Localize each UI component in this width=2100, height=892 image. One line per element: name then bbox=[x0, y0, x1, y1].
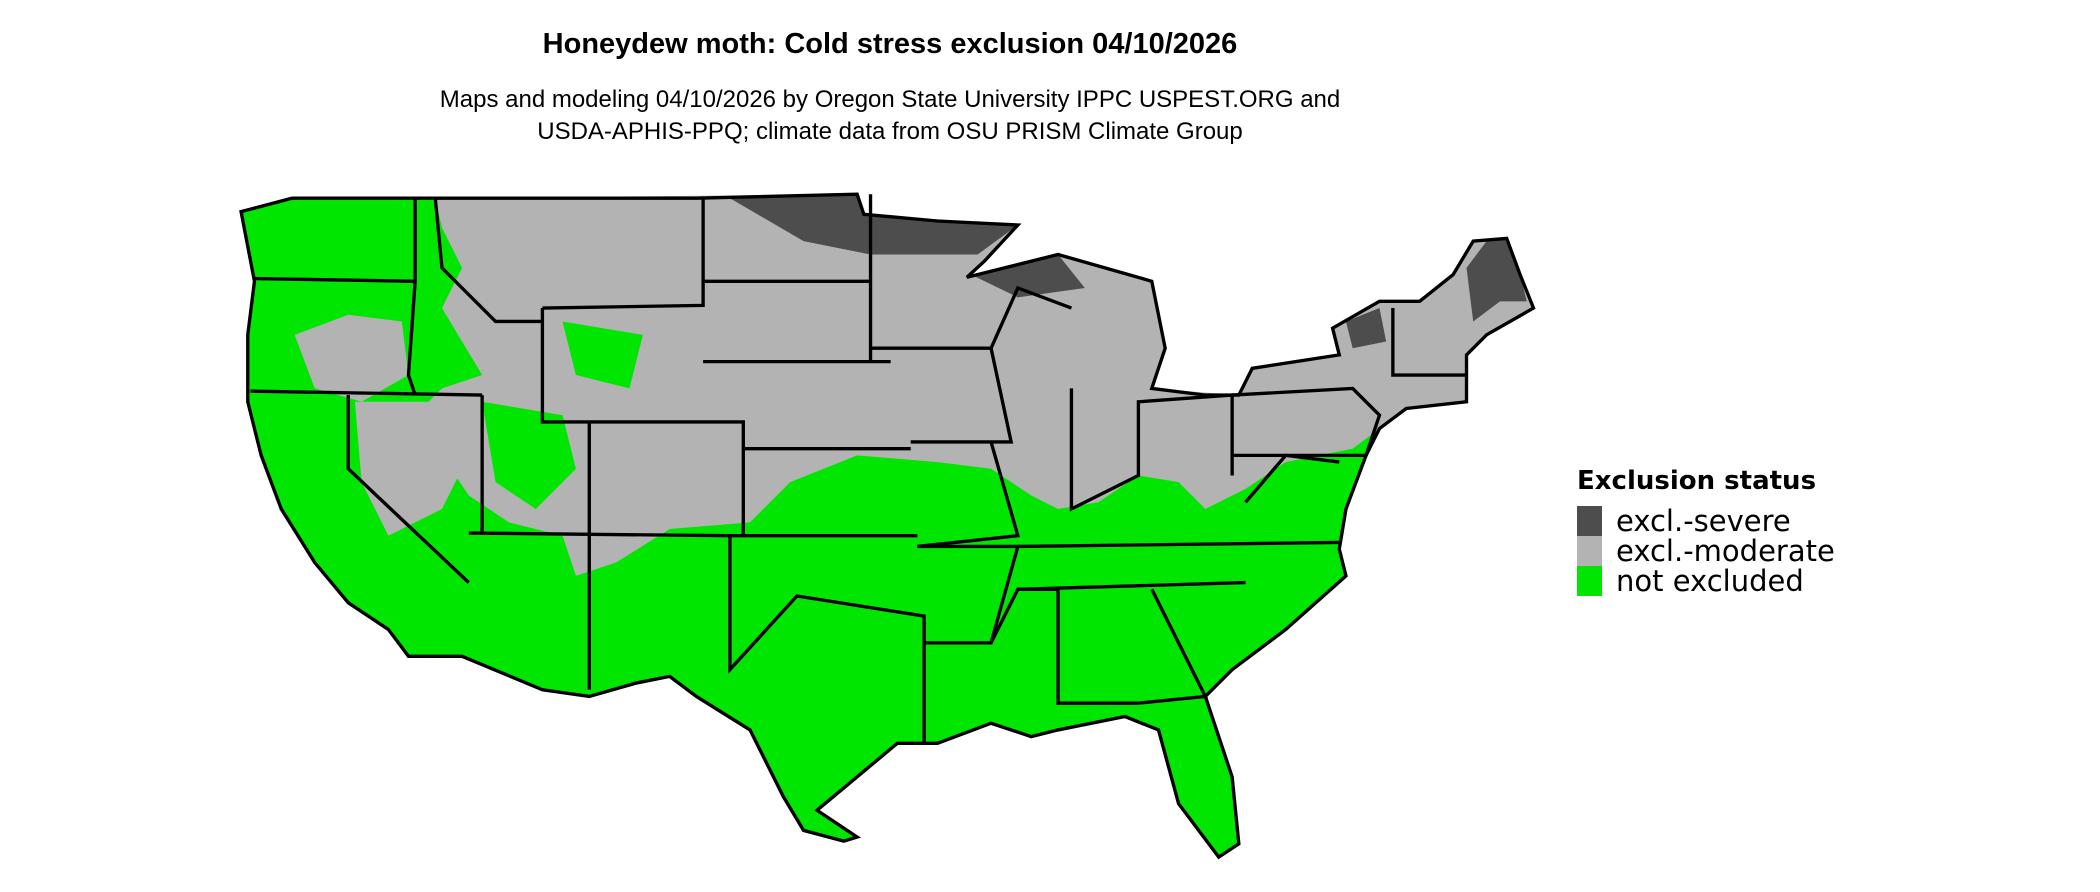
legend-swatch-not-excluded bbox=[1577, 566, 1602, 596]
border-ga-fl bbox=[1138, 588, 1208, 705]
border-or-ca-nv-id bbox=[250, 389, 483, 397]
legend-item-moderate: excl.-moderate bbox=[1577, 536, 1835, 566]
legend-label-severe: excl.-severe bbox=[1616, 504, 1791, 538]
border-tn-south bbox=[1017, 580, 1246, 591]
legend: Exclusion status excl.-severe excl.-mode… bbox=[1577, 466, 1835, 596]
border-ia bbox=[870, 346, 1014, 444]
map-title: Honeydew moth: Cold stress exclusion 04/… bbox=[542, 28, 1238, 60]
state-boundaries bbox=[239, 192, 1536, 860]
legend-swatch-moderate bbox=[1577, 536, 1602, 566]
legend-item-not-excluded: not excluded bbox=[1577, 566, 1835, 596]
region-not-excluded-wyoming bbox=[562, 321, 643, 389]
region-excluded-severe-adirondacks bbox=[1345, 308, 1387, 349]
border-id-west bbox=[406, 198, 417, 396]
legend-label-not-excluded: not excluded bbox=[1616, 564, 1804, 598]
border-tn-ky bbox=[1017, 540, 1340, 549]
legend-title: Exclusion status bbox=[1577, 466, 1817, 496]
legend-swatch-severe bbox=[1577, 506, 1602, 536]
region-excluded-moderate-oregon bbox=[294, 314, 409, 402]
border-wa-or bbox=[254, 276, 416, 283]
border-wi-mi bbox=[989, 285, 1073, 349]
region-excluded-severe-maine bbox=[1466, 238, 1527, 322]
region-not-excluded-great-basin bbox=[482, 401, 576, 509]
border-co-west bbox=[540, 308, 745, 536]
map-subtitle-line-2: USDA-APHIS-PPQ; climate data from OSU PR… bbox=[537, 118, 1243, 145]
country-outline bbox=[239, 192, 1536, 860]
border-mt-west bbox=[433, 198, 543, 324]
region-excluded-severe-minnesota bbox=[729, 194, 1018, 255]
border-il-in-oh bbox=[1069, 388, 1234, 512]
border-va-nc bbox=[1244, 453, 1340, 504]
region-excluded-moderate bbox=[401, 194, 1534, 576]
legend-label-moderate: excl.-moderate bbox=[1616, 534, 1835, 568]
border-nv-ca bbox=[346, 395, 470, 584]
border-ny-ne bbox=[1391, 308, 1467, 377]
legend-item-severe: excl.-severe bbox=[1577, 506, 1835, 536]
border-mo-east bbox=[917, 441, 1021, 549]
map-subtitle-line-1: Maps and modeling 04/10/2026 by Oregon S… bbox=[439, 86, 1341, 113]
border-az-north bbox=[468, 531, 730, 538]
border-tx-ok bbox=[728, 535, 926, 744]
border-ar-la bbox=[917, 544, 1021, 645]
region-excluded-severe-upper-michigan bbox=[970, 254, 1085, 298]
border-wy-mt bbox=[542, 198, 705, 310]
border-pa bbox=[1232, 386, 1382, 458]
